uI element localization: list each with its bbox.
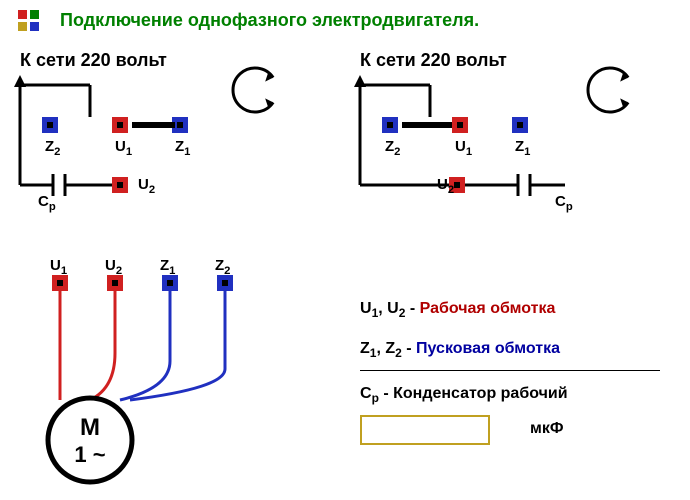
legend-c: Cp - Конденсатор рабочий xyxy=(360,385,568,405)
cp-label-a: Cp xyxy=(38,193,56,213)
motor-diagram: M1 ~ xyxy=(30,265,290,495)
legend-z: Z1, Z2 - Пусковая обмотка xyxy=(360,340,560,360)
z2-label-b: Z2 xyxy=(385,138,400,158)
z1-label-a: Z1 xyxy=(175,138,190,158)
motor-term-Z2: Z2 xyxy=(215,257,230,277)
svg-text:1 ~: 1 ~ xyxy=(74,442,105,467)
legend-divider xyxy=(360,370,660,371)
motor-term-U1: U1 xyxy=(50,257,67,277)
cp-label-b: Cp xyxy=(555,193,573,213)
motor-term-U2: U2 xyxy=(105,257,122,277)
svg-text:M: M xyxy=(80,414,100,441)
logo-icon xyxy=(0,0,50,40)
u1-label-b: U1 xyxy=(455,138,472,158)
capacitor-value-box xyxy=(360,415,490,445)
z2-label-a: Z2 xyxy=(45,138,60,158)
u2-label-a: U2 xyxy=(138,176,155,196)
u2-label-b: U2 xyxy=(437,176,454,196)
page-title: Подключение однофазного электродвигателя… xyxy=(60,10,479,31)
mkf-label: мкФ xyxy=(530,420,564,438)
motor-term-Z1: Z1 xyxy=(160,257,175,277)
legend-u: U1, U2 - Рабочая обмотка xyxy=(360,300,555,320)
z1-label-b: Z1 xyxy=(515,138,530,158)
u1-label-a: U1 xyxy=(115,138,132,158)
